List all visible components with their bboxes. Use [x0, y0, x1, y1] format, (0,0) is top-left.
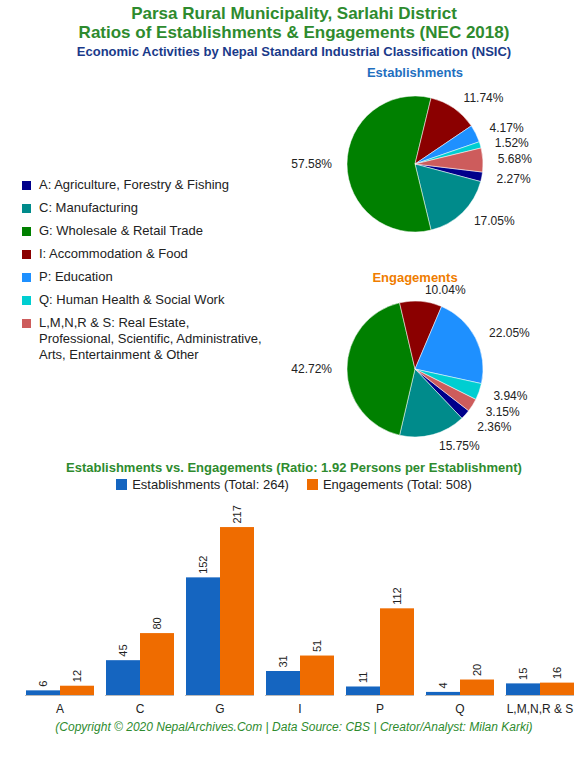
html-text:Establishments (Total: 264): Establishments (Total: 264) — [132, 477, 289, 492]
svg-text:I: I — [298, 702, 301, 716]
html-text:L,M,N,R & S: Real Estate, Prof: L,M,N,R & S: Real Estate, Professional, … — [39, 315, 262, 362]
svg-text:31: 31 — [277, 655, 289, 667]
html-text:P: Education: P: Education — [39, 269, 113, 284]
html-text:I: Accommodation & Food: I: Accommodation & Food — [39, 246, 188, 261]
svg-text:G: G — [215, 702, 224, 716]
svg-text:217: 217 — [231, 505, 243, 523]
svg-text:15.75%: 15.75% — [439, 439, 480, 453]
svg-text:22.05%: 22.05% — [489, 326, 530, 340]
svg-text:112: 112 — [391, 587, 403, 605]
svg-text:Establishments: Establishments — [367, 65, 463, 80]
svg-text:A: A — [56, 702, 64, 716]
html-text:G: Wholesale & Retail Trade: G: Wholesale & Retail Trade — [39, 223, 203, 238]
svg-text:C: C — [136, 702, 145, 716]
svg-text:45: 45 — [117, 644, 129, 656]
html-text:Establishments vs. Engagements: Establishments vs. Engagements (Ratio: 1… — [66, 460, 522, 475]
html-text:A: Agriculture, Forestry & Fis: A: Agriculture, Forestry & Fishing — [39, 177, 229, 192]
svg-text:11.74%: 11.74% — [464, 91, 504, 105]
svg-text:P: P — [376, 702, 384, 716]
svg-text:Engagements: Engagements — [372, 270, 458, 285]
html-text:Engagements (Total: 508): Engagements (Total: 508) — [323, 477, 472, 492]
svg-text:16: 16 — [551, 667, 563, 679]
svg-text:L,M,N,R & S: L,M,N,R & S — [507, 702, 574, 716]
svg-text:80: 80 — [151, 617, 163, 629]
svg-text:152: 152 — [197, 556, 209, 574]
svg-text:12: 12 — [71, 670, 83, 682]
svg-text:17.05%: 17.05% — [474, 214, 515, 228]
svg-text:42.72%: 42.72% — [291, 362, 332, 376]
svg-text:20: 20 — [471, 664, 483, 676]
svg-text:Q: Q — [455, 702, 464, 716]
svg-text:4: 4 — [437, 682, 449, 688]
html-text:Economic Activities by Nepal S: Economic Activities by Nepal Standard In… — [76, 44, 512, 59]
html-text:C: Manufacturing: C: Manufacturing — [39, 200, 138, 215]
svg-text:51: 51 — [311, 640, 323, 652]
html-text:Ratios of Establishments & Eng: Ratios of Establishments & Engagements (… — [78, 23, 510, 42]
svg-text:2.27%: 2.27% — [497, 172, 531, 186]
svg-text:11: 11 — [357, 672, 369, 683]
svg-text:15: 15 — [517, 668, 529, 680]
svg-text:2.36%: 2.36% — [477, 420, 511, 434]
svg-text:10.04%: 10.04% — [425, 282, 466, 296]
svg-text:5.68%: 5.68% — [498, 152, 532, 166]
html-text:Q: Human Health & Social Work: Q: Human Health & Social Work — [39, 292, 225, 307]
svg-text:57.58%: 57.58% — [291, 157, 332, 171]
html-text:(Copyright © 2020 NepalArchive: (Copyright © 2020 NepalArchives.Com | Da… — [55, 720, 533, 734]
svg-text:3.94%: 3.94% — [493, 389, 527, 403]
svg-text:3.15%: 3.15% — [486, 405, 520, 419]
svg-text:6: 6 — [37, 681, 49, 687]
html-text:Parsa Rural Municipality, Sarl: Parsa Rural Municipality, Sarlahi Distri… — [131, 4, 457, 23]
svg-text:1.52%: 1.52% — [495, 136, 529, 150]
svg-text:4.17%: 4.17% — [490, 121, 524, 135]
